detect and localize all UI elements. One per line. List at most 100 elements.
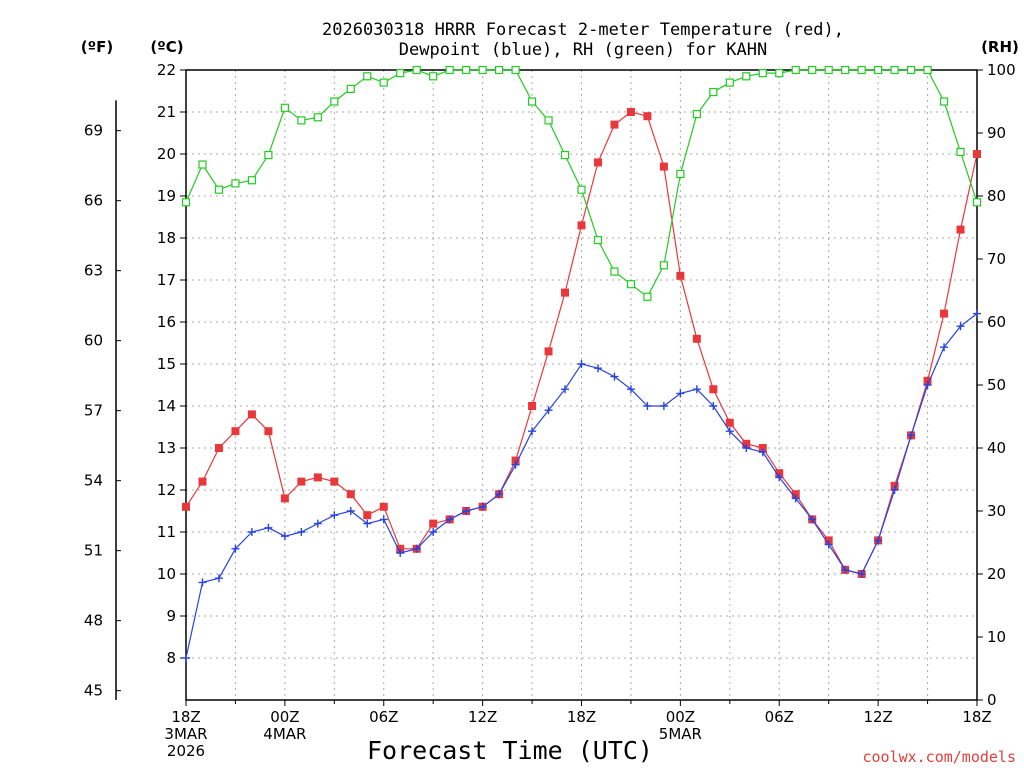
x-tick-label: 4MAR bbox=[263, 725, 306, 743]
fahrenheit-tick-label: 48 bbox=[84, 612, 103, 630]
fahrenheit-tick-label: 57 bbox=[84, 402, 103, 420]
temperature-point bbox=[659, 162, 668, 171]
dewpoint-point bbox=[758, 448, 767, 457]
rh-point bbox=[544, 116, 553, 125]
rh-point bbox=[906, 65, 916, 75]
rh-point bbox=[412, 65, 421, 75]
rh-point bbox=[346, 84, 355, 94]
dewpoint-point bbox=[214, 574, 223, 583]
temperature-point bbox=[214, 444, 223, 452]
dewpoint-point bbox=[940, 343, 949, 352]
fahrenheit-tick-label: 63 bbox=[84, 262, 103, 280]
dewpoint-point bbox=[610, 372, 619, 381]
dewpoint-point bbox=[495, 490, 504, 499]
temperature-point bbox=[247, 410, 256, 419]
rh-point bbox=[972, 198, 982, 207]
rh-point bbox=[577, 185, 586, 194]
temperature-point bbox=[198, 477, 207, 486]
rh-point bbox=[363, 72, 372, 81]
dewpoint-point bbox=[775, 473, 784, 482]
rh-point bbox=[939, 97, 949, 106]
dewpoint-point bbox=[330, 511, 339, 520]
celsius-tick-label: 21 bbox=[157, 103, 176, 121]
temperature-point bbox=[577, 221, 586, 230]
temperature-point bbox=[593, 158, 602, 167]
temperature-point bbox=[626, 108, 635, 116]
dewpoint-point bbox=[725, 427, 734, 436]
rh-point bbox=[923, 65, 932, 75]
rh-point bbox=[214, 185, 224, 194]
rh-point bbox=[659, 261, 668, 270]
x-tick-label: 06Z bbox=[369, 708, 398, 726]
rh-tick-label: 60 bbox=[987, 313, 1006, 331]
fahrenheit-tick-label: 66 bbox=[84, 192, 103, 210]
axes: 45 48 51 54 57 60 63 66 69 8 9 10 11 12 13 14 15 16 17 18 19… bbox=[84, 61, 1016, 760]
rh-point bbox=[775, 69, 784, 78]
temperature-point bbox=[182, 502, 190, 511]
rh-tick-label: 30 bbox=[987, 502, 1006, 520]
temperature-point bbox=[610, 120, 619, 129]
dewpoint-point bbox=[363, 519, 372, 528]
dewpoint-point bbox=[676, 389, 685, 398]
rh-tick-label: 90 bbox=[987, 124, 1006, 142]
x-axis-label: Forecast Time (UTC) bbox=[367, 736, 653, 765]
celsius-tick-label: 17 bbox=[157, 271, 176, 289]
rh-point bbox=[742, 72, 751, 81]
rh-point bbox=[824, 65, 833, 75]
rh-point bbox=[280, 103, 289, 112]
fahrenheit-tick-label: 51 bbox=[84, 542, 103, 560]
dewpoint-point bbox=[445, 515, 454, 524]
fahrenheit-axis-label: (ºF) bbox=[81, 38, 113, 56]
dewpoint-point bbox=[182, 654, 190, 662]
temperature-point bbox=[956, 225, 965, 234]
dewpoint-point bbox=[742, 444, 751, 452]
dewpoint-point bbox=[643, 402, 652, 410]
rh-point bbox=[264, 150, 273, 160]
x-tick-label: 18Z bbox=[171, 708, 200, 726]
x-tick-label: 06Z bbox=[765, 708, 794, 726]
dewpoint-point bbox=[874, 536, 883, 545]
dewpoint-point bbox=[923, 381, 932, 389]
rh-point bbox=[758, 69, 767, 78]
rh-point bbox=[247, 176, 257, 185]
chart-title-line2: Dewpoint (blue), RH (green) for KAHN bbox=[399, 40, 767, 60]
rh-point bbox=[478, 65, 487, 75]
temperature-point bbox=[528, 402, 537, 410]
dewpoint-point bbox=[791, 494, 800, 503]
x-tick-label: 18Z bbox=[962, 708, 991, 726]
rh-point bbox=[560, 150, 570, 160]
dewpoint-point bbox=[907, 431, 916, 440]
dewpoint-point bbox=[511, 460, 520, 469]
dewpoint-point bbox=[429, 528, 438, 536]
dewpoint-point bbox=[824, 540, 833, 549]
rh-point bbox=[890, 65, 899, 75]
temperature-point bbox=[231, 427, 240, 436]
rh-tick-label: 70 bbox=[987, 250, 1006, 268]
dewpoint-point bbox=[346, 507, 355, 515]
rh-point bbox=[313, 113, 322, 122]
x-tick-label: 2026 bbox=[167, 742, 205, 760]
temperature-point bbox=[643, 112, 652, 121]
rh-point bbox=[676, 169, 685, 179]
chart-title-line1: 2026030318 HRRR Forecast 2-meter Tempera… bbox=[322, 20, 844, 40]
temperature-point bbox=[429, 519, 438, 528]
dewpoint-point bbox=[396, 549, 405, 557]
rh-point bbox=[725, 78, 734, 87]
celsius-tick-label: 18 bbox=[157, 229, 176, 247]
rh-point bbox=[874, 65, 883, 75]
rh-point bbox=[181, 198, 191, 207]
dewpoint-point bbox=[808, 515, 817, 524]
temperature-point bbox=[264, 427, 273, 436]
dewpoint-point bbox=[247, 528, 256, 536]
rh-point bbox=[808, 65, 817, 75]
dewpoint-point bbox=[659, 402, 668, 410]
dewpoint-point bbox=[544, 406, 553, 415]
dewpoint-point bbox=[231, 544, 240, 553]
series-dewpoint bbox=[182, 309, 981, 662]
celsius-tick-label: 14 bbox=[157, 397, 176, 415]
temperature-point bbox=[725, 418, 734, 427]
rh-point bbox=[626, 280, 636, 289]
dewpoint-point bbox=[264, 523, 273, 532]
credit-text: coolwx.com/models bbox=[862, 748, 1016, 766]
rh-point bbox=[527, 97, 537, 106]
